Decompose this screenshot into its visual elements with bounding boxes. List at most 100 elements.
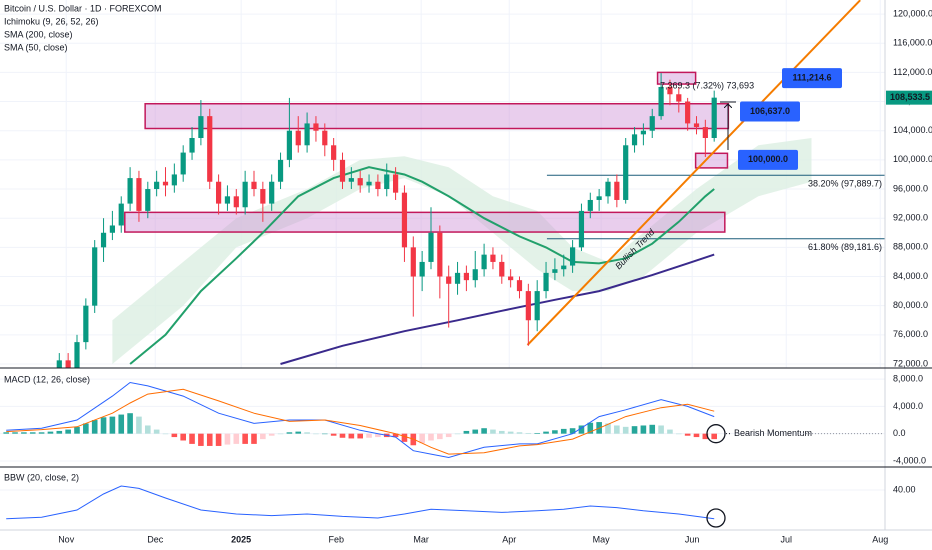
macd-histogram-bar xyxy=(153,429,160,434)
candle-body xyxy=(233,196,239,208)
macd-histogram-bar xyxy=(21,432,27,434)
annotation-text: Bearish Momentum xyxy=(734,428,812,438)
x-tick-label: Mar xyxy=(413,534,429,544)
candle-body xyxy=(578,210,585,248)
candle-body xyxy=(499,261,505,277)
candle-body xyxy=(162,181,169,186)
candle-body xyxy=(711,97,717,138)
macd-histogram-bar xyxy=(29,432,36,434)
candle-body xyxy=(109,225,115,233)
macd-histogram-bar xyxy=(198,433,204,446)
macd-histogram-bar xyxy=(454,433,461,435)
macd-histogram-bar xyxy=(614,425,620,434)
y-tick-label: 96,000.0 xyxy=(893,183,928,193)
candle-body xyxy=(215,181,222,204)
macd-histogram-bar xyxy=(224,433,231,445)
candle-body xyxy=(596,196,602,200)
macd-histogram-bar xyxy=(339,433,346,438)
macd-histogram-bar xyxy=(498,430,505,434)
candle-body xyxy=(384,174,390,190)
macd-histogram-bar xyxy=(91,420,98,434)
candle-body xyxy=(269,181,275,204)
price-label: 100,000.0 xyxy=(748,154,788,164)
macd-histogram-bar xyxy=(330,433,337,436)
price-label-box xyxy=(782,68,842,89)
macd-histogram-bar xyxy=(569,428,576,434)
macd-histogram-bar xyxy=(3,432,9,434)
macd-histogram-bar xyxy=(348,433,355,439)
macd-histogram-bar xyxy=(516,432,523,434)
macd-histogram-bar xyxy=(304,432,310,434)
candle-body xyxy=(145,189,151,211)
x-tick-label: Aug xyxy=(872,534,888,544)
candle-body xyxy=(83,305,89,343)
candle-body xyxy=(331,145,337,160)
y-tick-label: 4,000.0 xyxy=(893,401,923,411)
candle-body xyxy=(260,189,266,204)
macd-histogram-bar xyxy=(206,433,213,446)
candle-body xyxy=(242,181,248,208)
candle-body xyxy=(543,272,549,292)
candle-body xyxy=(366,181,372,186)
macd-histogram-bar xyxy=(392,433,399,438)
y-tick-label: 100,000.0 xyxy=(893,154,932,164)
x-tick-label: Jun xyxy=(685,534,700,544)
macd-histogram-bar xyxy=(233,433,240,444)
candle-body xyxy=(481,254,487,270)
macd-histogram-bar xyxy=(357,433,363,439)
indicator-label: Ichimoku (9, 26, 52, 26) xyxy=(4,16,99,26)
candle-body xyxy=(685,101,691,124)
indicator-label: SMA (200, close) xyxy=(4,29,73,39)
macd-histogram-bar xyxy=(578,425,585,434)
candle-body xyxy=(569,247,576,266)
candle-body xyxy=(631,134,638,146)
candle-body xyxy=(428,232,434,262)
x-tick-label: May xyxy=(593,534,611,544)
macd-histogram-bar xyxy=(702,433,709,440)
candle-body xyxy=(171,174,177,186)
macd-histogram-bar xyxy=(127,413,133,434)
price-label-box xyxy=(740,101,800,122)
y-tick-label: 116,000.0 xyxy=(893,38,932,48)
candle-body xyxy=(180,152,186,175)
candle-body xyxy=(56,360,62,368)
x-tick-label: Jul xyxy=(780,534,792,544)
bbw-label: BBW (20, close, 2) xyxy=(4,472,79,482)
macd-histogram-bar xyxy=(481,428,487,434)
macd-histogram-bar xyxy=(684,433,691,436)
candle-body xyxy=(92,247,98,306)
candle-body xyxy=(419,261,425,277)
macd-histogram-bar xyxy=(711,433,717,440)
candle-body xyxy=(463,272,469,281)
candle-body xyxy=(189,138,195,153)
candle-body xyxy=(649,116,655,131)
macd-label: MACD (12, 26, close) xyxy=(4,374,90,384)
macd-histogram-bar xyxy=(65,429,71,434)
y-tick-label: -4,000.0 xyxy=(893,455,926,465)
candle-body xyxy=(348,178,354,182)
macd-histogram-bar xyxy=(587,422,594,434)
macd-histogram-bar xyxy=(286,432,293,434)
macd-histogram-bar xyxy=(74,426,80,434)
macd-histogram-bar xyxy=(109,416,116,434)
candle-body xyxy=(322,130,328,146)
candle-body xyxy=(339,159,346,182)
candle-body xyxy=(251,181,257,190)
zone xyxy=(124,211,726,233)
candle-body xyxy=(74,342,80,368)
annotation-circle xyxy=(706,508,726,528)
macd-histogram-bar xyxy=(118,414,125,434)
macd-histogram-bar xyxy=(12,432,18,434)
macd-histogram-bar xyxy=(189,433,195,444)
macd-pane xyxy=(0,378,885,462)
macd-histogram-bar xyxy=(162,433,169,435)
candle-body xyxy=(490,254,496,262)
macd-histogram-bar xyxy=(649,424,656,434)
macd-histogram-bar xyxy=(552,430,558,434)
candle-body xyxy=(676,94,682,102)
x-tick-label: Dec xyxy=(147,534,164,544)
annotation-circle xyxy=(706,424,726,444)
price-label: 106,637.0 xyxy=(750,106,790,116)
macd-histogram-bar xyxy=(543,431,549,434)
macd-histogram-bar xyxy=(144,425,151,434)
